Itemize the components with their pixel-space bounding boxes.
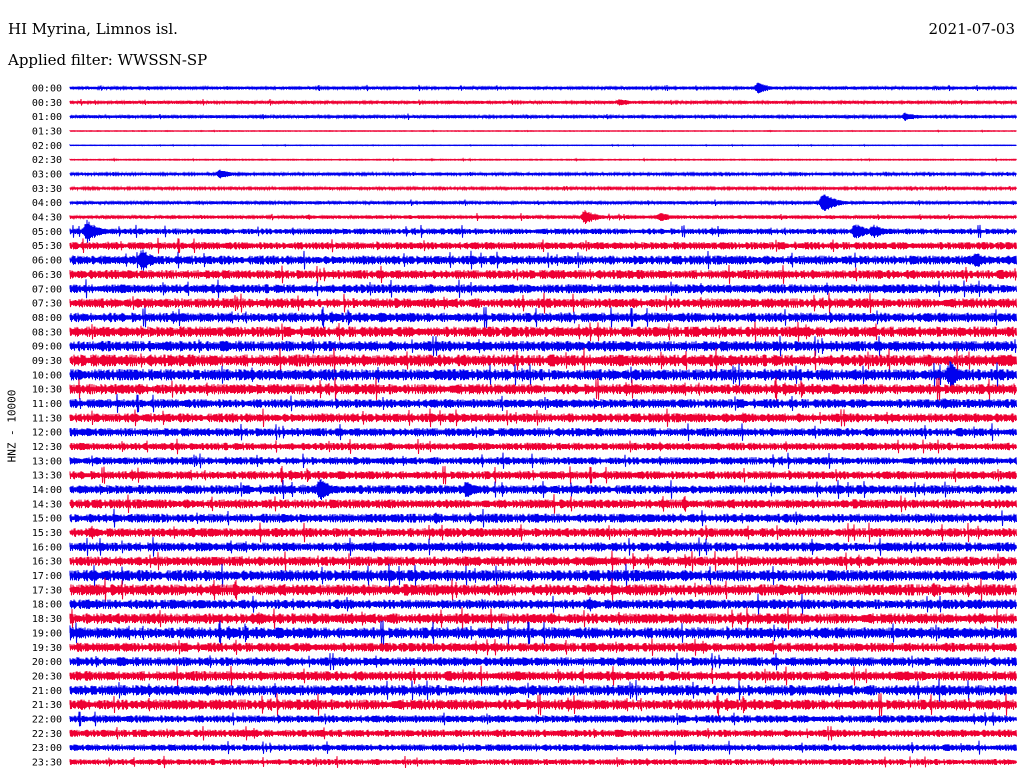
time-tick-label: 11:30 xyxy=(32,413,62,424)
trace-line-1130 xyxy=(69,408,1017,428)
time-tick-label: 21:30 xyxy=(32,700,62,711)
time-tick-label: 18:00 xyxy=(32,600,62,611)
trace-line-2100 xyxy=(69,678,1017,702)
time-tick-label: 08:00 xyxy=(32,313,62,324)
time-tick-label: 18:30 xyxy=(32,614,62,625)
trace-line-1800 xyxy=(69,593,1017,615)
time-tick-label: 17:00 xyxy=(32,571,62,582)
trace-line-1030 xyxy=(69,377,1017,401)
time-tick-label: 11:00 xyxy=(32,399,62,410)
time-tick-label: 10:00 xyxy=(32,370,62,381)
time-tick-label: 12:30 xyxy=(32,442,62,453)
time-tick-label: 04:30 xyxy=(32,213,62,224)
time-tick-label: 10:30 xyxy=(32,385,62,396)
time-tick-label: 09:30 xyxy=(32,356,62,367)
trace-line-0530 xyxy=(69,237,1017,254)
time-tick-label: 12:00 xyxy=(32,428,62,439)
trace-line-2330 xyxy=(69,755,1017,769)
trace-line-1830 xyxy=(69,607,1017,630)
trace-line-0830 xyxy=(69,321,1017,342)
trace-line-1730 xyxy=(69,577,1017,603)
time-tick-label: 15:30 xyxy=(32,528,62,539)
time-tick-label: 07:00 xyxy=(32,284,62,295)
station-title: HI Myrina, Limnos isl. xyxy=(8,20,178,38)
time-tick-label: 01:00 xyxy=(32,112,62,123)
time-tick-label: 00:00 xyxy=(32,84,62,95)
time-tick-label: 04:00 xyxy=(32,198,62,209)
trace-line-0500 xyxy=(69,219,1017,243)
time-tick-label: 14:30 xyxy=(32,499,62,510)
time-tick-label: 22:30 xyxy=(32,729,62,740)
time-tick-label: 13:30 xyxy=(32,471,62,482)
date-label: 2021-07-03 xyxy=(928,20,1015,38)
time-tick-label: 17:30 xyxy=(32,585,62,596)
time-tick-label: 21:00 xyxy=(32,686,62,697)
trace-line-0800 xyxy=(69,306,1017,328)
time-tick-label: 03:30 xyxy=(32,184,62,195)
trace-line-1200 xyxy=(69,423,1017,442)
time-tick-label: 23:00 xyxy=(32,743,62,754)
trace-line-1930 xyxy=(69,638,1017,656)
trace-line-1400 xyxy=(69,478,1017,501)
time-tick-label: 15:00 xyxy=(32,514,62,525)
filter-label: Applied filter: WWSSN-SP xyxy=(8,51,208,69)
trace-line-1300 xyxy=(69,452,1017,469)
time-tick-label: 06:30 xyxy=(32,270,62,281)
trace-line-1000 xyxy=(69,360,1017,389)
trace-line-1630 xyxy=(69,550,1017,572)
time-tick-label: 08:30 xyxy=(32,327,62,338)
time-tick-label: 13:00 xyxy=(32,456,62,467)
time-tick-label: 07:30 xyxy=(32,299,62,310)
time-tick-label: 20:00 xyxy=(32,657,62,668)
time-tick-label: 00:30 xyxy=(32,98,62,109)
time-tick-label: 06:00 xyxy=(32,256,62,267)
time-tick-label: 05:00 xyxy=(32,227,62,238)
trace-line-0600 xyxy=(69,249,1017,271)
time-tick-label: 19:30 xyxy=(32,643,62,654)
trace-line-2130 xyxy=(69,693,1017,717)
time-tick-label: 20:30 xyxy=(32,671,62,682)
trace-line-1230 xyxy=(69,438,1017,455)
time-tick-label: 16:00 xyxy=(32,542,62,553)
time-tick-label: 19:00 xyxy=(32,628,62,639)
time-tick-label: 03:00 xyxy=(32,170,62,181)
time-tick-label: 05:30 xyxy=(32,241,62,252)
time-tick-label: 23:30 xyxy=(32,757,62,768)
trace-line-1900 xyxy=(69,620,1017,646)
trace-line-1430 xyxy=(69,494,1017,514)
time-tick-label: 01:30 xyxy=(32,127,62,138)
time-tick-label: 02:00 xyxy=(32,141,62,152)
time-tick-label: 02:30 xyxy=(32,155,62,166)
time-tick-label: 16:30 xyxy=(32,557,62,568)
time-tick-label: 22:00 xyxy=(32,714,62,725)
trace-line-0900 xyxy=(69,335,1017,357)
time-tick-label: 14:00 xyxy=(32,485,62,496)
time-tick-label: 09:00 xyxy=(32,342,62,353)
